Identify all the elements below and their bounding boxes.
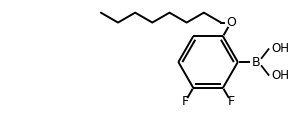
- Text: F: F: [182, 95, 189, 108]
- Text: O: O: [226, 16, 236, 29]
- Text: B: B: [251, 56, 260, 69]
- Text: OH: OH: [272, 42, 289, 55]
- Text: OH: OH: [272, 69, 289, 82]
- Text: F: F: [227, 95, 234, 108]
